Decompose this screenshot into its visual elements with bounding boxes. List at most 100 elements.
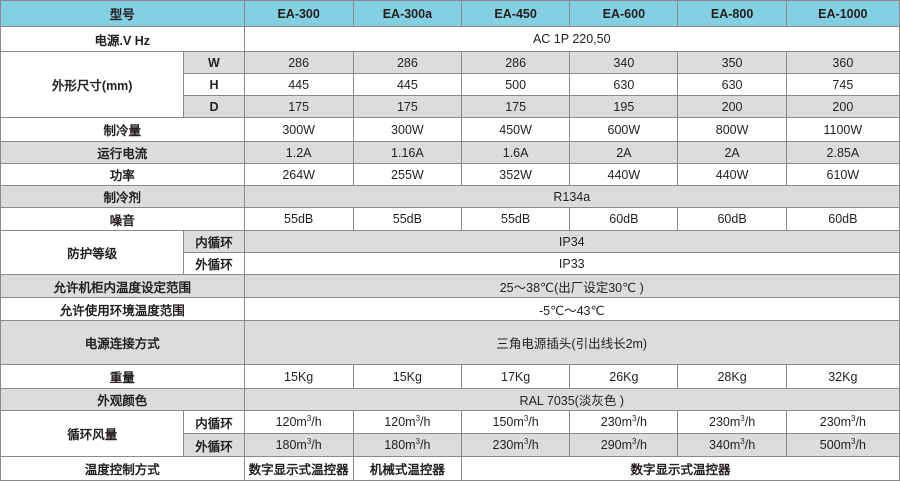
table-row-ambient-temp-range: 允许使用环境温度范围 -5℃～43℃ bbox=[0, 297, 900, 321]
value-cabinet-temp-range: 25～38℃(出厂设定30℃ ) bbox=[243, 274, 900, 298]
airflow-inner-num-4: 230m bbox=[709, 415, 741, 429]
row-label-temp-control: 温度控制方式 bbox=[0, 456, 245, 481]
value-airflow-outer-ea-600: 290m3/h bbox=[569, 433, 679, 457]
table-row-air-volume-inner: 循环风量 内循环 120m3/h 120m3/h 150m3/h 230m3/h… bbox=[0, 410, 900, 457]
value-weight-ea-1000: 32Kg bbox=[785, 364, 900, 389]
value-current-ea-300: 1.2A bbox=[243, 141, 354, 164]
value-airflow-inner-ea-1000: 230m3/h bbox=[785, 410, 900, 434]
value-cooling-ea-600: 600W bbox=[569, 117, 679, 142]
table-row-power-connection: 电源连接方式 三角电源插头(引出线长2m) bbox=[0, 320, 900, 365]
row-label-cooling-capacity: 制冷量 bbox=[0, 117, 245, 142]
airflow-suffix-0: /h bbox=[311, 415, 322, 429]
value-weight-ea-300: 15Kg bbox=[243, 364, 354, 389]
value-refrigerant: R134a bbox=[243, 185, 900, 208]
value-airflow-inner-ea-450: 150m3/h bbox=[460, 410, 571, 434]
value-power-supply: AC 1P 220,50 bbox=[243, 26, 900, 52]
table-row-weight: 重量 15Kg 15Kg 17Kg 26Kg 28Kg 32Kg bbox=[0, 364, 900, 389]
value-power-ea-600: 440W bbox=[569, 163, 679, 186]
value-w-ea-600: 340 bbox=[569, 51, 679, 74]
value-h-ea-600: 630 bbox=[569, 73, 679, 96]
row-label-cabinet-temp-range: 允许机柜内温度设定范围 bbox=[0, 274, 245, 298]
value-current-ea-300a: 1.16A bbox=[352, 141, 463, 164]
value-airflow-outer-ea-800: 340m3/h bbox=[677, 433, 787, 457]
value-cooling-ea-1000: 1100W bbox=[785, 117, 900, 142]
model-header-ea-300a: EA-300a bbox=[352, 0, 463, 27]
row-label-appearance-color: 外观颜色 bbox=[0, 388, 245, 411]
value-d-ea-450: 175 bbox=[460, 95, 571, 118]
airflow-outer-num-5: 500m bbox=[819, 438, 852, 452]
airflow-inner-num-3: 230m bbox=[600, 415, 633, 429]
value-airflow-outer-ea-450: 230m3/h bbox=[460, 433, 571, 457]
value-power-ea-1000: 610W bbox=[785, 163, 900, 186]
value-power-ea-300: 264W bbox=[243, 163, 354, 186]
airflow-outer-num-4: 340m bbox=[709, 438, 741, 452]
value-h-ea-450: 500 bbox=[460, 73, 571, 96]
airflow-suffix-3: /h bbox=[636, 415, 647, 429]
value-airflow-outer-ea-1000: 500m3/h bbox=[785, 433, 900, 457]
value-power-ea-800: 440W bbox=[677, 163, 787, 186]
value-temp-control-rest: 数字显示式温控器 bbox=[461, 456, 900, 481]
table-row-dimension-d: D 175 175 175 195 200 200 bbox=[1, 95, 900, 118]
value-airflow-inner-ea-800: 230m3/h bbox=[677, 410, 787, 434]
value-weight-ea-800: 28Kg bbox=[677, 364, 787, 389]
value-noise-ea-1000: 60dB bbox=[785, 207, 900, 231]
value-power-connection: 三角电源插头(引出线长2m) bbox=[243, 320, 900, 365]
table-row-model-header: 型号 EA-300 EA-300a EA-450 EA-600 EA-800 E… bbox=[0, 0, 900, 27]
value-airflow-outer-ea-300a: 180m3/h bbox=[352, 433, 463, 457]
airflow-outer-num-3: 290m bbox=[600, 438, 633, 452]
airflow-outer-suffix-0: /h bbox=[311, 438, 322, 452]
value-cooling-ea-300a: 300W bbox=[352, 117, 463, 142]
table-row-running-current: 运行电流 1.2A 1.16A 1.6A 2A 2A 2.85A bbox=[0, 141, 900, 164]
value-noise-ea-600: 60dB bbox=[569, 207, 679, 231]
airflow-outer-suffix-2: /h bbox=[528, 438, 539, 452]
value-temp-control-ea-300: 数字显示式温控器 bbox=[243, 456, 354, 481]
table-row-protection-inner: 防护等级 内循环 IP34 bbox=[0, 230, 900, 275]
value-noise-ea-450: 55dB bbox=[460, 207, 571, 231]
value-current-ea-450: 1.6A bbox=[460, 141, 571, 164]
value-cooling-ea-800: 800W bbox=[677, 117, 787, 142]
value-w-ea-300: 286 bbox=[243, 51, 354, 74]
sublabel-depth: D bbox=[183, 95, 245, 118]
value-w-ea-300a: 286 bbox=[352, 51, 463, 74]
value-power-ea-300a: 255W bbox=[352, 163, 463, 186]
table-row-refrigerant: 制冷剂 R134a bbox=[0, 185, 900, 208]
value-ambient-temp-range: -5℃～43℃ bbox=[243, 297, 900, 321]
airflow-sup-3: 3 bbox=[632, 413, 637, 423]
sublabel-inner-circulation-protection: 内循环 bbox=[183, 230, 245, 253]
sublabel-outer-circulation-airflow: 外循环 bbox=[183, 433, 245, 457]
model-header-ea-600: EA-600 bbox=[569, 0, 679, 27]
airflow-inner-num-5: 230m bbox=[819, 415, 852, 429]
value-current-ea-1000: 2.85A bbox=[785, 141, 900, 164]
model-header-ea-1000: EA-1000 bbox=[785, 0, 900, 27]
value-noise-ea-300: 55dB bbox=[243, 207, 354, 231]
value-cooling-ea-300: 300W bbox=[243, 117, 354, 142]
row-label-power-connection: 电源连接方式 bbox=[0, 320, 245, 365]
value-appearance-color: RAL 7035(淡灰色 ) bbox=[243, 388, 900, 411]
value-noise-ea-800: 60dB bbox=[677, 207, 787, 231]
row-label-air-volume: 循环风量 bbox=[0, 410, 185, 457]
airflow-sup-2: 3 bbox=[523, 413, 529, 423]
row-label-power: 功率 bbox=[0, 163, 245, 186]
value-d-ea-300: 175 bbox=[243, 95, 354, 118]
value-airflow-inner-ea-300a: 120m3/h bbox=[352, 410, 463, 434]
row-label-dimensions: 外形尺寸(mm) bbox=[0, 51, 185, 118]
value-cooling-ea-450: 450W bbox=[460, 117, 571, 142]
airflow-outer-sup-1: 3 bbox=[415, 436, 421, 446]
value-w-ea-1000: 360 bbox=[785, 51, 900, 74]
airflow-outer-num-2: 230m bbox=[492, 438, 524, 452]
table-row-cabinet-temp-range: 允许机柜内温度设定范围 25～38℃(出厂设定30℃ ) bbox=[0, 274, 900, 298]
sublabel-height: H bbox=[183, 73, 245, 96]
airflow-outer-sup-3: 3 bbox=[632, 436, 637, 446]
value-current-ea-800: 2A bbox=[677, 141, 787, 164]
model-header-ea-450: EA-450 bbox=[460, 0, 571, 27]
airflow-outer-suffix-4: /h bbox=[744, 438, 756, 452]
sublabel-inner-circulation-airflow: 内循环 bbox=[183, 410, 245, 434]
model-header-ea-800: EA-800 bbox=[677, 0, 787, 27]
value-weight-ea-600: 26Kg bbox=[569, 364, 679, 389]
sublabel-width: W bbox=[183, 51, 245, 74]
row-label-power-supply: 电源.V Hz bbox=[0, 26, 245, 52]
sublabel-outer-circulation-protection: 外循环 bbox=[183, 252, 245, 275]
airflow-outer-sup-0: 3 bbox=[306, 436, 312, 446]
airflow-suffix-5: /h bbox=[855, 415, 866, 429]
